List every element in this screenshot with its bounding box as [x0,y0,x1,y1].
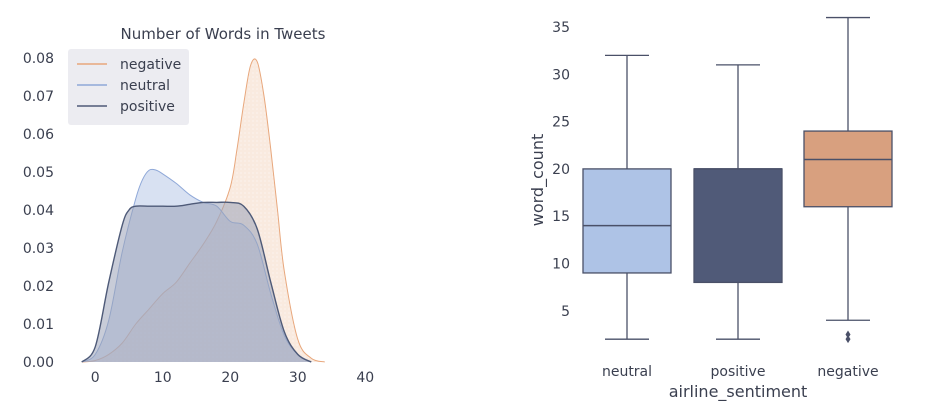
boxplot-x-tick-label: neutral [602,364,652,380]
box-iqr [582,168,672,274]
boxplot-x-axis: neutral positive negative [602,364,879,380]
box-iqr [803,130,893,208]
kde-density-chart: Number of Words in Tweets 0.000.010.020.… [23,25,374,386]
kde-title: Number of Words in Tweets [121,25,326,43]
kde-y-tick-label: 0.06 [23,127,54,143]
boxplot-y-tick-label: 10 [552,257,570,273]
kde-series-areas [81,58,325,363]
outlier-point [845,335,851,344]
boxplot-chart: word_count airline_sentiment 5 10 15 20 25 30… [528,16,893,402]
kde-y-tick-label: 0.00 [23,355,54,371]
kde-y-tick-label: 0.07 [23,89,54,105]
box-negative [803,16,893,344]
boxplot-y-tick-label: 15 [552,209,570,225]
boxplot-x-tick-label: positive [711,364,766,380]
boxplot-y-tick-label: 5 [561,304,570,320]
kde-y-tick-label: 0.05 [23,165,54,181]
legend-label-positive: positive [120,99,175,115]
boxplot-y-tick-label: 20 [552,162,570,178]
box-iqr [693,168,783,284]
legend-label-negative: negative [120,57,181,73]
boxplot-x-tick-label: negative [817,364,878,380]
kde-y-axis: 0.00 0.01 0.02 0.03 0.04 0.05 0.06 0.07 0.08 [23,51,54,371]
boxplot-y-tick-label: 35 [552,20,570,36]
kde-x-tick-label: 40 [356,370,374,386]
kde-line-positive [81,201,312,363]
boxplot-boxes [582,16,893,344]
legend-label-neutral: neutral [120,78,170,94]
kde-x-axis: 0 10 20 30 40 [91,370,374,386]
kde-x-tick-label: 30 [289,370,307,386]
kde-area-positive [81,202,312,362]
kde-x-tick-label: 10 [154,370,172,386]
kde-y-tick-label: 0.08 [23,51,54,67]
kde-legend: negative neutral positive [68,49,189,125]
outlier-point [845,330,851,339]
kde-y-tick-label: 0.03 [23,241,54,257]
boxplot-x-label: airline_sentiment [669,382,808,402]
boxplot-y-label: word_count [528,134,548,226]
box-positive [693,64,783,340]
kde-x-tick-label: 0 [91,370,100,386]
boxplot-y-tick-label: 25 [552,115,570,131]
kde-x-tick-label: 20 [221,370,239,386]
boxplot-y-tick-label: 30 [552,67,570,83]
boxplot-y-axis: 5 10 15 20 25 30 35 [552,20,570,320]
kde-y-tick-label: 0.01 [23,317,54,333]
box-neutral [582,54,672,340]
kde-y-tick-label: 0.04 [23,203,54,219]
kde-y-tick-label: 0.02 [23,279,54,295]
